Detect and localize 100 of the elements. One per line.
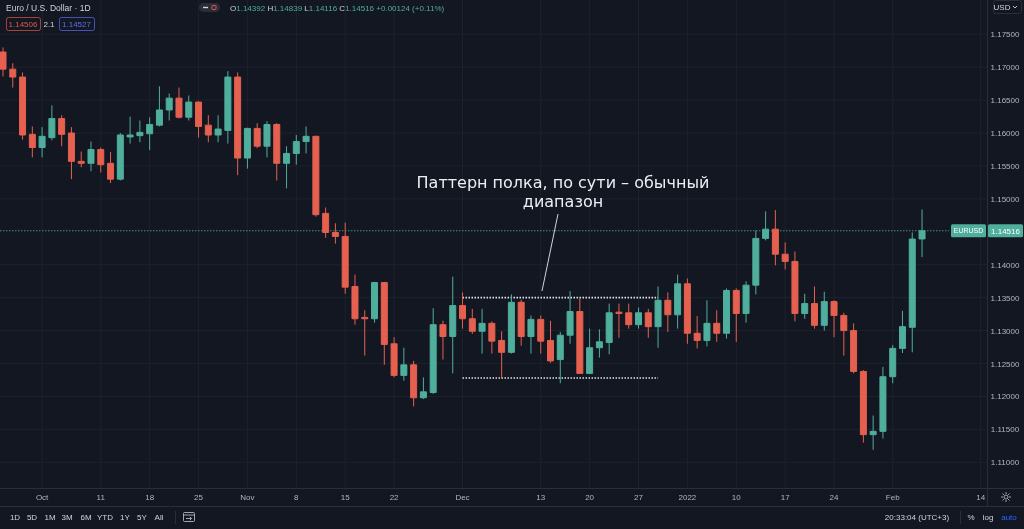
- x-tick-label: 8: [294, 493, 300, 502]
- candlestick: [351, 274, 359, 326]
- candlestick: [28, 125, 36, 158]
- candlestick: [185, 94, 193, 122]
- candlestick: [331, 222, 339, 245]
- candlestick: [850, 322, 858, 374]
- candlestick: [175, 87, 183, 120]
- x-tick-label: 13: [536, 493, 546, 502]
- chart-title: Euro / U.S. Dollar · 1D: [6, 2, 91, 13]
- y-tick-label: 1.16500: [990, 96, 1021, 106]
- y-tick-label: 1.16000: [990, 129, 1021, 139]
- candlestick: [898, 310, 906, 354]
- candlestick: [155, 85, 163, 127]
- x-tick-label: 15: [340, 493, 351, 502]
- candlestick: [556, 331, 564, 384]
- y-tick-label: 1.14000: [990, 260, 1021, 270]
- candlestick: [879, 366, 887, 440]
- candlestick: [869, 415, 877, 451]
- candlestick: [449, 276, 457, 374]
- x-tick-label: 2022: [678, 493, 697, 502]
- candlestick: [732, 287, 740, 343]
- candlestick: [410, 360, 418, 407]
- text: USD: [993, 2, 1011, 12]
- candlestick: [595, 328, 603, 359]
- candlestick: [742, 280, 750, 324]
- x-tick-label: 24: [829, 493, 840, 502]
- candlestick: [674, 274, 682, 330]
- candlestick: [97, 147, 105, 174]
- candlestick: [302, 125, 310, 154]
- text: 5D: [26, 513, 38, 522]
- candlestick: [859, 369, 867, 444]
- text: log: [982, 513, 994, 522]
- y-tick-label: 1.11000: [990, 458, 1020, 468]
- candlestick: [195, 100, 203, 139]
- candlestick: [146, 116, 154, 151]
- candlestick: [771, 209, 779, 266]
- candlestick: [605, 303, 613, 355]
- candlestick: [38, 126, 46, 158]
- x-tick-label: Feb: [885, 493, 901, 502]
- candlestick: [654, 285, 662, 349]
- candlestick: [87, 141, 95, 172]
- candlestick: [371, 281, 379, 324]
- candlestick: [19, 71, 27, 141]
- y-tick-label: 1.15000: [990, 194, 1021, 204]
- candlestick: [204, 114, 212, 143]
- candlestick: [713, 309, 721, 343]
- text: auto: [1001, 513, 1018, 522]
- x-tick-label: 27: [634, 493, 644, 502]
- candlestick: [820, 291, 828, 332]
- candlestick: [263, 120, 271, 158]
- text: 1M: [44, 513, 56, 522]
- candlestick: [126, 116, 134, 145]
- candlestick: [664, 291, 672, 333]
- candlestick: [312, 135, 320, 218]
- text: 1D: [9, 513, 21, 522]
- candlestick: [243, 127, 251, 170]
- y-tick-label: 1.13500: [990, 293, 1021, 303]
- x-tick-label: 14: [976, 493, 986, 502]
- candlestick: [586, 328, 594, 375]
- text: 20:33:04 (UTC+3): [884, 513, 950, 522]
- candlestick: [77, 150, 85, 168]
- text: All: [154, 513, 164, 522]
- candlestick: [527, 314, 535, 355]
- candlestick: [283, 145, 291, 189]
- candlestick: [615, 303, 623, 339]
- candlestick: [253, 122, 261, 149]
- candlestick: [234, 71, 242, 176]
- y-tick-label: 1.17000: [990, 63, 1021, 73]
- candlestick: [9, 62, 17, 89]
- x-tick-label: 25: [194, 493, 204, 502]
- annotation: Паттерн полка, по сути – обычный диапазон: [416, 173, 710, 211]
- candlestick: [322, 206, 330, 239]
- candlestick: [439, 320, 447, 361]
- candlestick: [683, 278, 691, 345]
- y-tick-label: 1.12000: [990, 392, 1021, 402]
- y-tick-label: 1.11500: [990, 425, 1020, 435]
- annotation: 2.1: [43, 19, 56, 29]
- candlestick: [400, 347, 408, 382]
- y-tick-label: 1.15500: [990, 161, 1021, 171]
- candlestick: [635, 307, 643, 330]
- x-tick-label: 18: [145, 493, 155, 502]
- candlestick: [341, 222, 349, 295]
- candlestick: [703, 299, 711, 347]
- candlestick: [136, 120, 144, 143]
- candlestick: [625, 303, 633, 330]
- text: YTD: [97, 513, 114, 522]
- candlestick: [537, 314, 545, 355]
- candlestick: [380, 281, 388, 366]
- candlestick: [547, 320, 555, 364]
- candlestick: [889, 344, 897, 384]
- x-tick-label: 22: [389, 493, 400, 502]
- y-tick-label: 1.12500: [990, 359, 1021, 369]
- candlestick: [781, 241, 789, 270]
- candlestick: [576, 297, 584, 375]
- candlestick: [67, 126, 75, 180]
- candlestick: [498, 330, 506, 380]
- candlestick: [478, 308, 486, 355]
- candlestick: [723, 287, 730, 339]
- x-tick-label: 10: [731, 493, 742, 502]
- candlestick: [58, 114, 66, 147]
